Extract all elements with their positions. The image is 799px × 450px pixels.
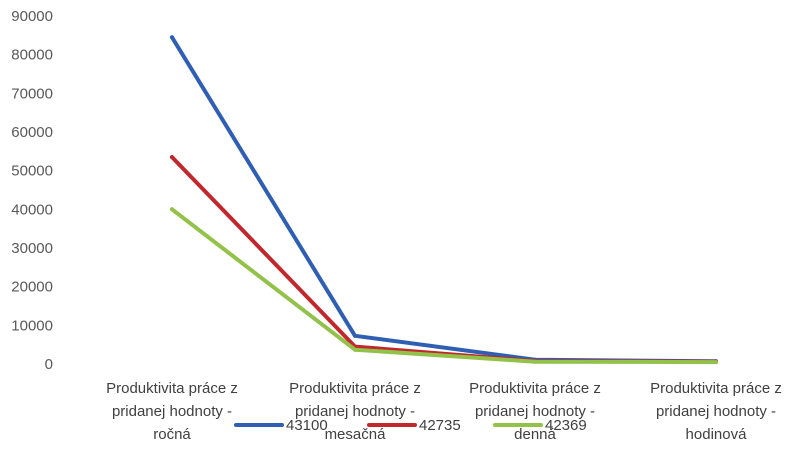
x-tick-label-line: pridanej hodnoty - [656,403,776,420]
legend-label: 42735 [419,417,461,434]
legend: 43100 42735 42369 [234,417,587,434]
x-tick-label-line: Produktivita práce z [289,380,421,397]
y-tick-label: 30000 [11,240,53,257]
y-axis: 0 10000 20000 30000 40000 50000 60000 70000 8000… [11,8,53,373]
data-point-42735-0 [170,155,174,160]
legend-label: 43100 [286,417,328,434]
series-line-43100 [170,35,718,364]
x-tick-label-line: pridanej hodnoty - [295,403,415,420]
series-line-42735 [170,155,718,364]
data-point-42369-1 [353,347,357,352]
y-tick-label: 60000 [11,124,53,141]
x-tick-label-line: pridanej hodnoty - [475,403,595,420]
legend-item-42735: 42735 [367,417,461,434]
data-point-42369-2 [533,359,537,364]
x-tick-label-line: denná [514,426,556,443]
y-tick-label: 0 [45,356,53,373]
x-tick-label-line: hodinová [686,426,748,443]
y-tick-label: 70000 [11,85,53,102]
y-tick-label: 20000 [11,279,53,296]
data-point-43100-1 [353,333,357,338]
data-point-42369-3 [714,360,718,365]
x-tick-label-line: Produktivita práce z [650,380,782,397]
data-point-42369-0 [170,207,174,212]
series-layer [170,35,718,365]
x-tick-label-0: Produktivita práce z pridanej hodnoty - ro… [106,380,238,443]
x-tick-label-1: Produktivita práce z pridanej hodnoty - me… [289,380,421,443]
legend-label: 42369 [545,417,587,434]
y-tick-label: 90000 [11,8,53,25]
x-tick-label-line: mesačná [325,426,387,443]
y-tick-label: 40000 [11,201,53,218]
x-tick-label-line: Produktivita práce z [469,380,601,397]
legend-item-43100: 43100 [234,417,328,434]
data-point-43100-0 [170,35,174,40]
x-tick-label-line: Produktivita práce z [106,380,238,397]
x-tick-label-line: ročná [153,426,191,443]
x-tick-label-line: pridanej hodnoty - [112,403,232,420]
legend-item-42369: 42369 [493,417,587,434]
series-line-42369 [170,207,718,365]
y-tick-label: 80000 [11,47,53,64]
y-tick-label: 50000 [11,163,53,180]
x-axis: Produktivita práce z pridanej hodnoty - ro… [106,380,782,443]
y-tick-label: 10000 [11,317,53,334]
x-tick-label-3: Produktivita práce z pridanej hodnoty - ho… [650,380,782,443]
x-tick-label-2: Produktivita práce z pridanej hodnoty - de… [469,380,601,443]
